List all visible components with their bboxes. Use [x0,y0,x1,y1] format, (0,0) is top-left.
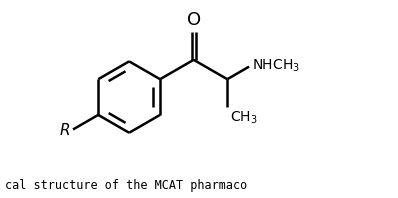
Text: NHCH$_3$: NHCH$_3$ [252,58,300,74]
Text: CH$_3$: CH$_3$ [230,110,258,126]
Text: cal structure of the MCAT pharmaco: cal structure of the MCAT pharmaco [5,179,247,192]
Text: R: R [59,123,70,138]
Text: O: O [187,11,201,29]
